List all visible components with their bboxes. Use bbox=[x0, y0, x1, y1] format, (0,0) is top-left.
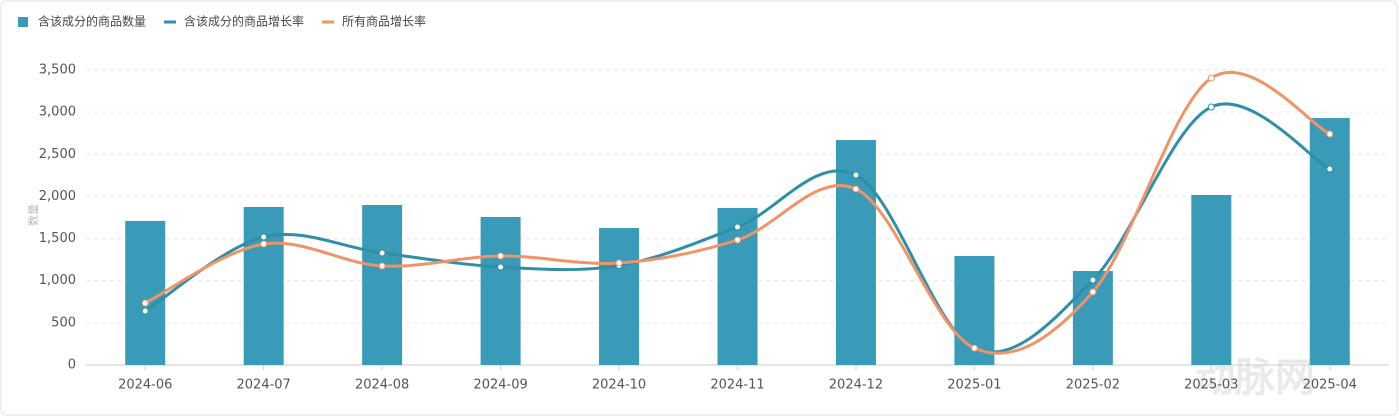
y-tick-label: 2,500 bbox=[39, 147, 76, 162]
bar bbox=[1191, 194, 1232, 365]
legend-label: 含该成分的商品数量 bbox=[38, 14, 146, 29]
x-tick-label: 2025-02 bbox=[1066, 378, 1120, 393]
line-point bbox=[1326, 165, 1334, 173]
line-point bbox=[1207, 74, 1215, 82]
bar bbox=[1309, 118, 1350, 366]
line-point bbox=[852, 171, 860, 179]
x-tick-label: 2024-09 bbox=[473, 378, 527, 393]
y-tick-label: 1,000 bbox=[39, 273, 76, 288]
line-point bbox=[852, 185, 860, 193]
line-point bbox=[141, 307, 149, 315]
bar bbox=[599, 228, 640, 365]
x-tick-label: 2024-06 bbox=[118, 378, 172, 393]
bar bbox=[243, 206, 284, 365]
line-point bbox=[615, 259, 623, 267]
legend-label: 所有商品增长率 bbox=[342, 14, 426, 29]
legend-label: 含该成分的商品增长率 bbox=[184, 14, 304, 29]
x-tick-label: 2024-11 bbox=[710, 378, 764, 393]
line-point bbox=[378, 262, 386, 270]
y-axis-label: 数量 bbox=[27, 204, 40, 226]
y-tick-label: 1,500 bbox=[39, 231, 76, 246]
x-tick-label: 2024-10 bbox=[592, 378, 646, 393]
bar bbox=[362, 205, 403, 365]
bar bbox=[1072, 271, 1113, 365]
line-point bbox=[1089, 276, 1097, 284]
y-tick-label: 2,000 bbox=[39, 189, 76, 204]
line-point bbox=[1326, 130, 1334, 138]
x-tick-label: 2024-07 bbox=[237, 378, 291, 393]
x-tick-label: 2024-12 bbox=[829, 378, 883, 393]
bar bbox=[480, 216, 521, 365]
y-tick-label: 3,500 bbox=[39, 63, 76, 78]
y-tick-label: 500 bbox=[51, 315, 76, 330]
line-point bbox=[1207, 103, 1215, 111]
line-point bbox=[734, 236, 741, 244]
line-point bbox=[1089, 288, 1097, 296]
line-point bbox=[260, 233, 268, 241]
legend-swatch bbox=[18, 17, 28, 27]
line-point bbox=[497, 263, 505, 271]
x-tick-label: 2025-03 bbox=[1184, 378, 1238, 393]
line-point bbox=[141, 299, 149, 307]
line-point bbox=[497, 252, 505, 260]
line-point bbox=[970, 344, 978, 352]
line-point bbox=[260, 240, 268, 248]
line-point bbox=[734, 223, 741, 231]
x-tick-label: 2024-08 bbox=[355, 378, 409, 393]
line bbox=[144, 70, 1331, 355]
bar bbox=[125, 220, 166, 365]
x-tick-label: 2025-04 bbox=[1303, 378, 1357, 393]
x-tick-label: 2025-01 bbox=[947, 378, 1001, 393]
line-point bbox=[378, 249, 386, 257]
y-tick-label: 3,000 bbox=[39, 105, 76, 120]
y-tick-label: 0 bbox=[68, 358, 76, 373]
